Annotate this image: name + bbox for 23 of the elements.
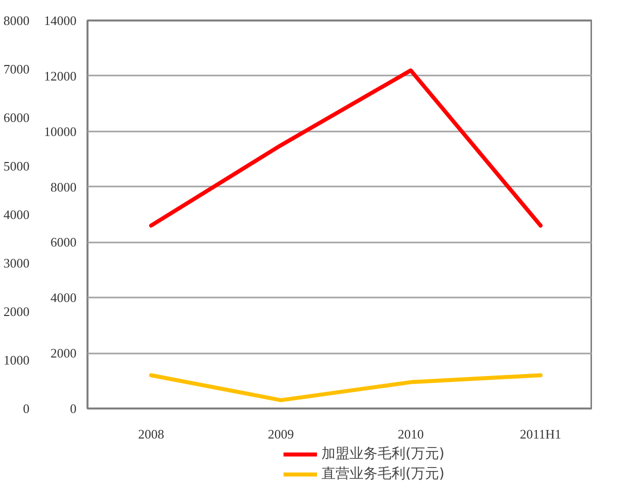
y-tick-label: 8000 — [50, 179, 76, 194]
x-tick-label: 2009 — [268, 426, 294, 442]
x-tick-label: 2011H1 — [520, 426, 562, 442]
y2-tick-label: 2000 — [4, 304, 30, 319]
y2-tick-label: 8000 — [4, 13, 30, 28]
y-tick-label: 6000 — [50, 234, 76, 250]
y2-tick-label: 3000 — [4, 256, 30, 270]
y-tick-label: 12000 — [44, 68, 76, 84]
x-tick-label: 2008 — [138, 426, 164, 442]
y-tick-label: 4000 — [50, 290, 76, 306]
y2-tick-label: 1000 — [4, 352, 30, 368]
y-tick-label: 10000 — [44, 124, 76, 139]
y2-tick-label: 4000 — [4, 207, 30, 222]
legend-label: 直营业务毛利(万元) — [322, 465, 444, 483]
x-tick-label: 2010 — [398, 426, 424, 442]
y2-tick-label: 0 — [23, 401, 30, 416]
y-tick-label: 2000 — [50, 346, 76, 361]
y2-tick-label: 6000 — [4, 110, 30, 125]
y2-tick-label: 7000 — [4, 62, 30, 76]
y-tick-label: 14000 — [44, 13, 76, 28]
y-tick-label: 0 — [70, 401, 76, 416]
y2-tick-label: 5000 — [4, 158, 30, 174]
legend-label: 加盟业务毛利(万元) — [322, 445, 444, 463]
